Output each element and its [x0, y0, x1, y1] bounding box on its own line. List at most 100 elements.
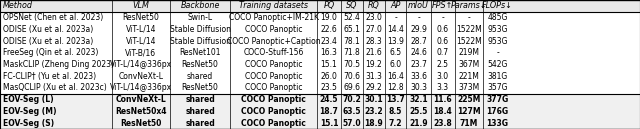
Text: 18.9: 18.9 — [364, 119, 383, 128]
Text: 22.6: 22.6 — [321, 25, 337, 34]
Text: 30.1: 30.1 — [364, 95, 383, 104]
Text: 29.2: 29.2 — [365, 83, 382, 92]
Bar — [0, 117, 640, 129]
Text: COCO Panoptic+IM-21K: COCO Panoptic+IM-21K — [228, 13, 319, 22]
Text: Params↓: Params↓ — [451, 1, 488, 10]
Text: COCO Panoptic: COCO Panoptic — [241, 119, 306, 128]
Text: 32.1: 32.1 — [409, 95, 428, 104]
Text: ResNet101: ResNet101 — [179, 48, 221, 57]
Text: ResNet50: ResNet50 — [122, 13, 159, 22]
Text: 65.1: 65.1 — [344, 25, 360, 34]
Text: Stable Diffusion: Stable Diffusion — [170, 25, 230, 34]
Text: MasQCLIP (Xu et al. 2023c): MasQCLIP (Xu et al. 2023c) — [3, 83, 106, 92]
Text: Method: Method — [3, 1, 33, 10]
Text: 367M: 367M — [458, 60, 480, 69]
Text: Swin-L: Swin-L — [188, 13, 212, 22]
Text: ViT-L/14@336px: ViT-L/14@336px — [109, 83, 172, 92]
Text: 24.6: 24.6 — [410, 48, 427, 57]
Text: 225M: 225M — [458, 95, 481, 104]
Text: shared: shared — [185, 95, 215, 104]
Text: 23.5: 23.5 — [321, 83, 337, 92]
Text: -: - — [394, 13, 397, 22]
Text: 0.7: 0.7 — [437, 48, 449, 57]
Text: 953G: 953G — [487, 37, 508, 46]
Text: 219M: 219M — [459, 48, 479, 57]
Text: 23.2: 23.2 — [364, 107, 383, 116]
Text: 7.2: 7.2 — [388, 119, 403, 128]
Text: FLOPs↓: FLOPs↓ — [482, 1, 513, 10]
Text: ODISE (Xu et al. 2023a): ODISE (Xu et al. 2023a) — [3, 25, 93, 34]
Text: -: - — [468, 13, 470, 22]
Text: 70.2: 70.2 — [342, 95, 362, 104]
Text: 1522M: 1522M — [456, 25, 482, 34]
Text: EOV-Seg (S): EOV-Seg (S) — [3, 119, 54, 128]
Text: RQ: RQ — [368, 1, 380, 10]
Text: shared: shared — [185, 119, 215, 128]
Text: 12.8: 12.8 — [387, 83, 404, 92]
Text: 71.8: 71.8 — [344, 48, 360, 57]
Text: COCO Panoptic: COCO Panoptic — [245, 60, 302, 69]
Text: FPS↑: FPS↑ — [432, 1, 454, 10]
Text: FreeSeg (Qin et al. 2023): FreeSeg (Qin et al. 2023) — [3, 48, 98, 57]
Text: ResNet50: ResNet50 — [182, 60, 218, 69]
Text: ViT-B/16: ViT-B/16 — [125, 48, 156, 57]
Text: COCO-Stuff-156: COCO-Stuff-156 — [243, 48, 304, 57]
Text: 18.7: 18.7 — [319, 107, 339, 116]
Text: 16.3: 16.3 — [321, 48, 337, 57]
Text: 6.5: 6.5 — [390, 48, 401, 57]
Text: FC-CLIP† (Yu et al. 2023): FC-CLIP† (Yu et al. 2023) — [3, 72, 96, 81]
Bar — [0, 0, 640, 12]
Text: 21.6: 21.6 — [365, 48, 382, 57]
Text: 52.4: 52.4 — [344, 13, 360, 22]
Text: COCO Panoptic: COCO Panoptic — [245, 25, 302, 34]
Text: 16.4: 16.4 — [387, 72, 404, 81]
Text: 953G: 953G — [487, 25, 508, 34]
Text: Stable Diffusion: Stable Diffusion — [170, 37, 230, 46]
Text: 485G: 485G — [488, 13, 508, 22]
Text: MaskCLIP (Zheng Ding 2023): MaskCLIP (Zheng Ding 2023) — [3, 60, 113, 69]
Text: 23.8: 23.8 — [433, 119, 452, 128]
Text: 133G: 133G — [486, 119, 509, 128]
Text: VLM: VLM — [132, 1, 149, 10]
Text: 33.6: 33.6 — [410, 72, 427, 81]
Text: ViT-L/14@336px: ViT-L/14@336px — [109, 60, 172, 69]
Text: 6.0: 6.0 — [390, 60, 401, 69]
Text: ConvNeXt-L: ConvNeXt-L — [115, 95, 166, 104]
Text: 13.7: 13.7 — [386, 95, 405, 104]
Text: Backbone: Backbone — [180, 1, 220, 10]
Text: 30.3: 30.3 — [410, 83, 427, 92]
Text: 176G: 176G — [486, 107, 509, 116]
Text: 1522M: 1522M — [456, 37, 482, 46]
Text: 221M: 221M — [459, 72, 479, 81]
Text: 23.7: 23.7 — [410, 60, 427, 69]
Text: AP: AP — [390, 1, 401, 10]
Text: PQ: PQ — [323, 1, 335, 10]
Text: 3.3: 3.3 — [437, 83, 449, 92]
Text: 69.6: 69.6 — [344, 83, 360, 92]
Text: 127M: 127M — [458, 107, 481, 116]
Text: 19.0: 19.0 — [321, 13, 337, 22]
Text: 63.5: 63.5 — [343, 107, 361, 116]
Text: 26.0: 26.0 — [321, 72, 337, 81]
Text: 15.1: 15.1 — [320, 119, 338, 128]
Text: COCO Panoptic: COCO Panoptic — [241, 107, 306, 116]
Text: 0.6: 0.6 — [437, 25, 449, 34]
Text: 31.3: 31.3 — [365, 72, 382, 81]
Text: 14.4: 14.4 — [387, 25, 404, 34]
Text: 8.5: 8.5 — [389, 107, 402, 116]
Text: 23.0: 23.0 — [365, 13, 382, 22]
Text: 13.9: 13.9 — [387, 37, 404, 46]
Text: ResNet50: ResNet50 — [120, 119, 161, 128]
Text: 28.7: 28.7 — [410, 37, 427, 46]
Text: -: - — [496, 48, 499, 57]
Text: ResNet50x4: ResNet50x4 — [115, 107, 166, 116]
Text: Training datasets: Training datasets — [239, 1, 308, 10]
Text: 381G: 381G — [488, 72, 508, 81]
Text: 29.9: 29.9 — [410, 25, 427, 34]
Text: 25.5: 25.5 — [410, 107, 428, 116]
Text: 11.6: 11.6 — [433, 95, 452, 104]
Text: 15.1: 15.1 — [321, 60, 337, 69]
Text: OPSNet (Chen et al. 2023): OPSNet (Chen et al. 2023) — [3, 13, 103, 22]
Text: 18.4: 18.4 — [433, 107, 452, 116]
Text: COCO Panoptic: COCO Panoptic — [245, 83, 302, 92]
